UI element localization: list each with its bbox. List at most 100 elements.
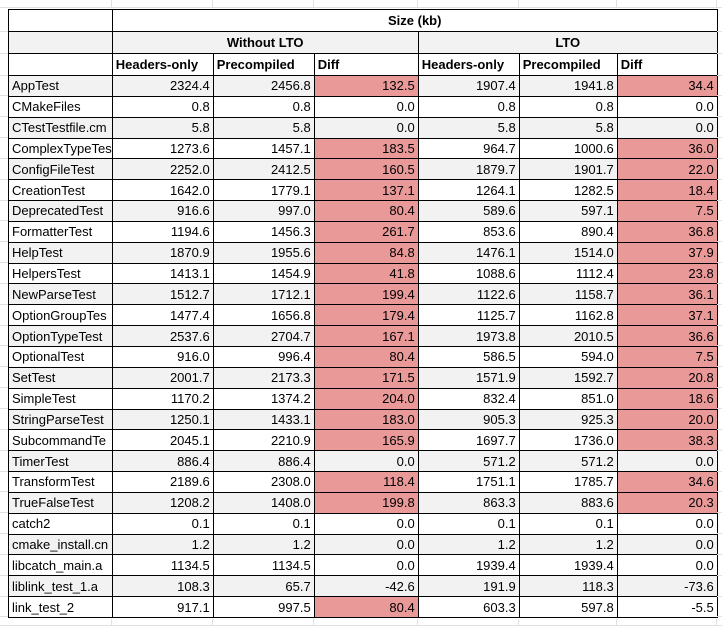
value-cell[interactable]: 1408.0 <box>212 491 315 514</box>
value-cell[interactable]: 886.4 <box>212 450 315 473</box>
value-cell[interactable]: 1457.1 <box>212 137 315 160</box>
column-header-headers-only[interactable]: Headers-only <box>417 53 520 76</box>
value-cell[interactable]: 7.5 <box>616 345 718 368</box>
value-cell[interactable]: 1955.6 <box>212 241 315 264</box>
value-cell[interactable]: 0.0 <box>616 554 718 577</box>
value-cell[interactable]: 1779.1 <box>212 179 315 202</box>
value-cell[interactable]: 2210.9 <box>212 429 315 452</box>
value-cell[interactable]: 1592.7 <box>518 366 618 389</box>
row-label[interactable]: OptionTypeTest <box>8 325 113 347</box>
value-cell[interactable]: 1939.4 <box>518 554 618 577</box>
value-cell[interactable]: 132.5 <box>313 75 419 97</box>
value-cell[interactable]: 1512.7 <box>111 283 214 306</box>
value-cell[interactable]: 160.5 <box>313 158 419 181</box>
value-cell[interactable]: 36.0 <box>616 137 718 160</box>
value-cell[interactable]: 2412.5 <box>212 158 315 181</box>
value-cell[interactable]: 1122.6 <box>417 283 520 306</box>
value-cell[interactable]: 1282.5 <box>518 179 618 202</box>
row-label[interactable]: OptionGroupTes <box>8 304 113 327</box>
value-cell[interactable]: 589.6 <box>417 200 520 222</box>
value-cell[interactable]: 1939.4 <box>417 554 520 577</box>
value-cell[interactable]: 0.8 <box>518 95 618 118</box>
value-cell[interactable]: 996.4 <box>212 345 315 368</box>
value-cell[interactable]: 997.0 <box>212 200 315 222</box>
value-cell[interactable]: 1642.0 <box>111 179 214 202</box>
value-cell[interactable]: 199.8 <box>313 491 419 514</box>
value-cell[interactable]: 2189.6 <box>111 471 214 493</box>
value-cell[interactable]: 108.3 <box>111 575 214 598</box>
value-cell[interactable]: 34.4 <box>616 75 718 97</box>
value-cell[interactable]: 586.5 <box>417 345 520 368</box>
corner-cell[interactable] <box>8 31 113 54</box>
corner-cell[interactable] <box>8 9 113 32</box>
value-cell[interactable]: 36.6 <box>616 325 718 347</box>
value-cell[interactable]: 179.4 <box>313 304 419 327</box>
value-cell[interactable]: 917.1 <box>111 596 214 618</box>
row-label[interactable]: SetTest <box>8 366 113 389</box>
value-cell[interactable]: 853.6 <box>417 220 520 243</box>
value-cell[interactable]: 18.4 <box>616 179 718 202</box>
value-cell[interactable]: 0.0 <box>616 116 718 139</box>
value-cell[interactable]: 2001.7 <box>111 366 214 389</box>
value-cell[interactable]: 37.9 <box>616 241 718 264</box>
corner-cell[interactable] <box>8 53 113 76</box>
value-cell[interactable]: 1973.8 <box>417 325 520 347</box>
value-cell[interactable]: 36.1 <box>616 283 718 306</box>
row-label[interactable]: CMakeFiles <box>8 95 113 118</box>
value-cell[interactable]: 905.3 <box>417 408 520 431</box>
value-cell[interactable]: 1571.9 <box>417 366 520 389</box>
value-cell[interactable]: 2308.0 <box>212 471 315 493</box>
value-cell[interactable]: 0.0 <box>313 554 419 577</box>
row-label[interactable]: TrueFalseTest <box>8 491 113 514</box>
value-cell[interactable]: 2324.4 <box>111 75 214 97</box>
value-cell[interactable]: 7.5 <box>616 200 718 222</box>
value-cell[interactable]: 137.1 <box>313 179 419 202</box>
value-cell[interactable]: 5.8 <box>417 116 520 139</box>
value-cell[interactable]: 22.0 <box>616 158 718 181</box>
value-cell[interactable]: 0.0 <box>313 116 419 139</box>
value-cell[interactable]: 1456.3 <box>212 220 315 243</box>
value-cell[interactable]: 0.0 <box>313 533 419 556</box>
table-title[interactable]: Size (kb) <box>111 9 718 32</box>
row-label[interactable]: CreationTest <box>8 179 113 202</box>
value-cell[interactable]: 1901.7 <box>518 158 618 181</box>
value-cell[interactable]: 2704.7 <box>212 325 315 347</box>
value-cell[interactable]: 1134.5 <box>111 554 214 577</box>
value-cell[interactable]: 886.4 <box>111 450 214 473</box>
value-cell[interactable]: 0.0 <box>616 533 718 556</box>
value-cell[interactable]: 1264.1 <box>417 179 520 202</box>
value-cell[interactable]: 0.0 <box>616 450 718 473</box>
value-cell[interactable]: 883.6 <box>518 491 618 514</box>
value-cell[interactable]: 5.8 <box>111 116 214 139</box>
value-cell[interactable]: 1170.2 <box>111 387 214 410</box>
value-cell[interactable]: 603.3 <box>417 596 520 618</box>
value-cell[interactable]: 0.1 <box>111 512 214 535</box>
row-label[interactable]: catch2 <box>8 512 113 535</box>
value-cell[interactable]: 0.0 <box>313 512 419 535</box>
value-cell[interactable]: 37.1 <box>616 304 718 327</box>
value-cell[interactable]: 20.3 <box>616 491 718 514</box>
value-cell[interactable]: 0.8 <box>111 95 214 118</box>
value-cell[interactable]: 1454.9 <box>212 262 315 285</box>
value-cell[interactable]: 0.8 <box>212 95 315 118</box>
row-label[interactable]: OptionalTest <box>8 345 113 368</box>
value-cell[interactable]: 997.5 <box>212 596 315 618</box>
row-label[interactable]: NewParseTest <box>8 283 113 306</box>
column-header-precompiled[interactable]: Precompiled <box>518 53 618 76</box>
value-cell[interactable]: -5.5 <box>616 596 718 618</box>
value-cell[interactable]: 1870.9 <box>111 241 214 264</box>
value-cell[interactable]: 1158.7 <box>518 283 618 306</box>
value-cell[interactable]: 118.3 <box>518 575 618 598</box>
column-header-diff[interactable]: Diff <box>313 53 419 76</box>
value-cell[interactable]: 1712.1 <box>212 283 315 306</box>
value-cell[interactable]: 118.4 <box>313 471 419 493</box>
column-header-headers-only[interactable]: Headers-only <box>111 53 214 76</box>
value-cell[interactable]: 2252.0 <box>111 158 214 181</box>
value-cell[interactable]: 597.1 <box>518 200 618 222</box>
value-cell[interactable]: 183.0 <box>313 408 419 431</box>
value-cell[interactable]: 1250.1 <box>111 408 214 431</box>
value-cell[interactable]: 199.4 <box>313 283 419 306</box>
value-cell[interactable]: 916.0 <box>111 345 214 368</box>
value-cell[interactable]: 1.2 <box>111 533 214 556</box>
value-cell[interactable]: 84.8 <box>313 241 419 264</box>
